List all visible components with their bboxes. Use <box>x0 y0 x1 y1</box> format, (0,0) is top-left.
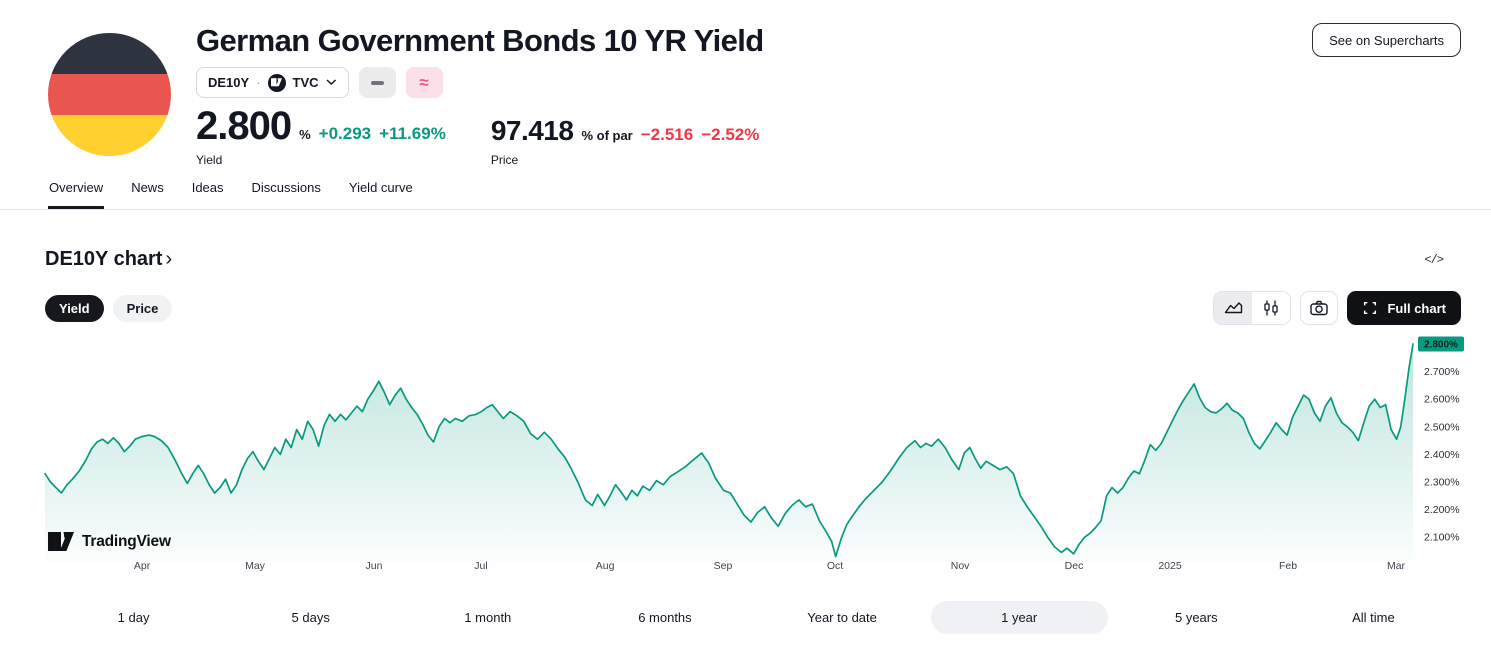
yield-block: 2.800 % +0.293 +11.69% Yield <box>196 104 446 167</box>
yield-value: 2.800 <box>196 104 292 148</box>
x-axis-label: Jul <box>474 560 487 572</box>
camera-icon <box>1310 300 1329 316</box>
yield-chart[interactable]: 2.800% 2.700% 2.600% 2.500% 2.400% 2.300% 2.20… <box>0 333 1491 583</box>
range-bar: 1 day 5 days 1 month 6 months Year to da… <box>45 601 1462 634</box>
x-axis-label: Feb <box>1279 560 1297 572</box>
x-axis-label: Nov <box>951 560 970 572</box>
x-axis-label: Mar <box>1387 560 1406 572</box>
x-axis-label: 2025 <box>1158 560 1182 572</box>
yield-change-pct: +11.69% <box>379 124 446 143</box>
candles-icon <box>1264 300 1279 316</box>
fullscreen-icon <box>1364 301 1377 315</box>
range-1-month[interactable]: 1 month <box>464 610 512 625</box>
tab-discussions[interactable]: Discussions <box>251 180 321 195</box>
range-1-year[interactable]: 1 year <box>930 601 1108 634</box>
symbol-ticker: DE10Y <box>208 75 250 90</box>
separator-dot: · <box>256 75 261 90</box>
x-axis-label: May <box>245 560 266 572</box>
range-6-months[interactable]: 6 months <box>638 610 692 625</box>
chevron-right-icon: › <box>165 248 173 270</box>
x-axis-label: Aug <box>596 560 615 572</box>
germany-flag <box>48 33 171 156</box>
tradingview-logo-icon <box>48 532 74 551</box>
last-value-badge-text: 2.800% <box>1424 340 1458 351</box>
y-axis-tick: 2.500% <box>1424 421 1460 433</box>
price-change-pct: −2.52% <box>701 125 760 144</box>
yield-label: Yield <box>196 153 223 167</box>
see-on-supercharts-button[interactable]: See on Supercharts <box>1312 23 1461 57</box>
chart-style-segment <box>1213 291 1292 325</box>
section-title[interactable]: DE10Y chart › <box>45 248 173 270</box>
minus-button[interactable] <box>358 67 396 98</box>
x-axis-label: Apr <box>134 560 151 572</box>
y-axis-tick: 2.300% <box>1424 477 1460 489</box>
tab-yield-curve[interactable]: Yield curve <box>348 180 413 195</box>
y-axis-tick: 2.700% <box>1424 366 1460 378</box>
tab-news[interactable]: News <box>131 180 164 195</box>
x-axis-label: Sep <box>714 560 733 572</box>
range-5-days[interactable]: 5 days <box>291 610 330 625</box>
page-title: German Government Bonds 10 YR Yield <box>196 23 764 58</box>
chart-area-fill <box>45 344 1413 561</box>
y-axis-tick: 2.400% <box>1424 449 1460 461</box>
x-axis-label: Oct <box>827 560 843 572</box>
yield-unit: % <box>299 127 311 142</box>
symbol-header: German Government Bonds 10 YR Yield DE10… <box>0 0 1491 167</box>
area-chart-style-button[interactable] <box>1214 292 1253 324</box>
candles-chart-style-button[interactable] <box>1252 292 1291 324</box>
chart-line <box>44 343 1414 558</box>
tradingview-watermark: TradingView <box>48 532 171 552</box>
tab-bar: Overview News Ideas Discussions Yield cu… <box>0 171 1491 210</box>
full-chart-button[interactable]: Full chart <box>1347 291 1461 325</box>
approx-icon: ≈ <box>419 72 429 92</box>
x-axis-label: Jun <box>366 560 383 572</box>
y-axis-tick: 2.100% <box>1424 532 1460 544</box>
price-value: 97.418 <box>490 115 574 146</box>
snapshot-button[interactable] <box>1300 291 1339 325</box>
price-label: Price <box>490 153 519 167</box>
price-change-abs: −2.516 <box>640 125 694 144</box>
y-axis-tick: 2.600% <box>1424 394 1460 406</box>
tradingview-logo-icon <box>267 73 286 92</box>
yield-chart-svg: 2.800% 2.700% 2.600% 2.500% 2.400% 2.300% 2.20… <box>44 336 1464 572</box>
price-mode-pill[interactable]: Price <box>112 294 173 322</box>
area-chart-icon <box>1224 302 1243 314</box>
y-axis-tick: 2.200% <box>1424 504 1460 516</box>
chevron-down-icon <box>326 79 336 86</box>
yield-mode-pill[interactable]: Yield <box>45 294 104 322</box>
last-value-badge <box>1418 336 1464 352</box>
tab-overview[interactable]: Overview <box>48 171 105 209</box>
minus-icon <box>370 80 384 85</box>
yield-change-abs: +0.293 <box>318 124 372 143</box>
range-1-day[interactable]: 1 day <box>117 610 150 625</box>
price-unit: % of par <box>581 128 633 143</box>
range-5-years[interactable]: 5 years <box>1174 610 1218 625</box>
range-year-to-date[interactable]: Year to date <box>807 610 877 625</box>
tab-ideas[interactable]: Ideas <box>191 180 224 195</box>
x-axis-label: Dec <box>1065 560 1084 572</box>
price-block: 97.418 % of par −2.516 −2.52% Price <box>491 114 760 167</box>
symbol-selector[interactable]: DE10Y · TVC <box>196 67 349 98</box>
approx-button[interactable]: ≈ <box>405 67 443 98</box>
embed-code-icon[interactable]: </> <box>1424 252 1444 267</box>
exchange-name: TVC <box>292 75 319 90</box>
range-all-time[interactable]: All time <box>1352 610 1395 625</box>
